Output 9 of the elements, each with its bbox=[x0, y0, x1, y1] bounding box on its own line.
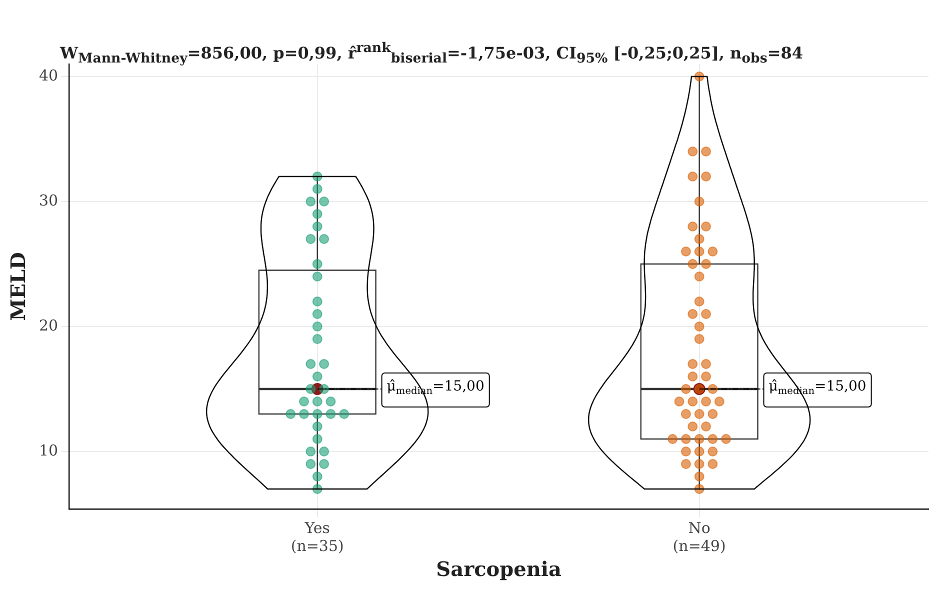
y-tick-label: 10 bbox=[38, 441, 58, 460]
y-tick-label: 40 bbox=[38, 66, 58, 84]
x-tick-label: Yes (n=35) bbox=[290, 518, 344, 555]
y-tick-label: 30 bbox=[38, 191, 58, 210]
x-axis-title: Sarcopenia bbox=[436, 557, 562, 582]
y-tick-label: 20 bbox=[38, 316, 58, 334]
x-tick-label: No (n=49) bbox=[672, 518, 726, 555]
y-axis-title: MELD bbox=[6, 252, 30, 321]
chart-title: W$_{Mann-Whitney}$=856,00, p=0,99, r̂$^{rank}$$_{biserial}$=-1,75e-03, CI$_{95%}$ [-0,25;0,25], n$_{obs}$=84 bbox=[60, 40, 804, 67]
